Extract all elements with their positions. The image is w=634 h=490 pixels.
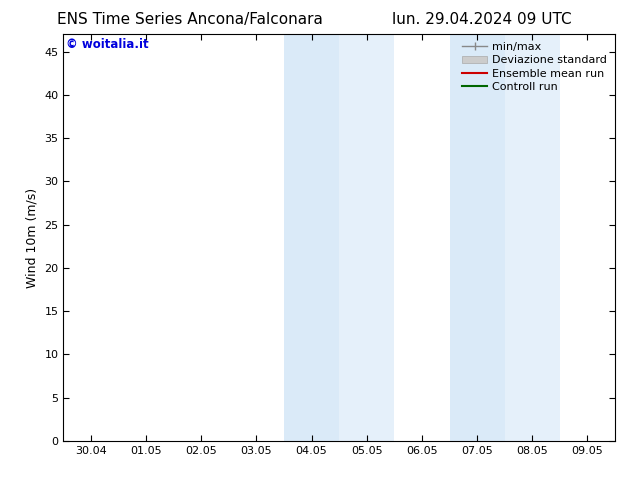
Legend: min/max, Deviazione standard, Ensemble mean run, Controll run: min/max, Deviazione standard, Ensemble m…	[458, 38, 612, 97]
Bar	[284, 34, 339, 441]
Y-axis label: Wind 10m (m/s): Wind 10m (m/s)	[26, 188, 39, 288]
Text: ENS Time Series Ancona/Falconara: ENS Time Series Ancona/Falconara	[57, 12, 323, 27]
Text: © woitalia.it: © woitalia.it	[66, 38, 149, 51]
Bar	[505, 34, 560, 441]
Bar	[450, 34, 505, 441]
Text: lun. 29.04.2024 09 UTC: lun. 29.04.2024 09 UTC	[392, 12, 572, 27]
Bar	[339, 34, 394, 441]
